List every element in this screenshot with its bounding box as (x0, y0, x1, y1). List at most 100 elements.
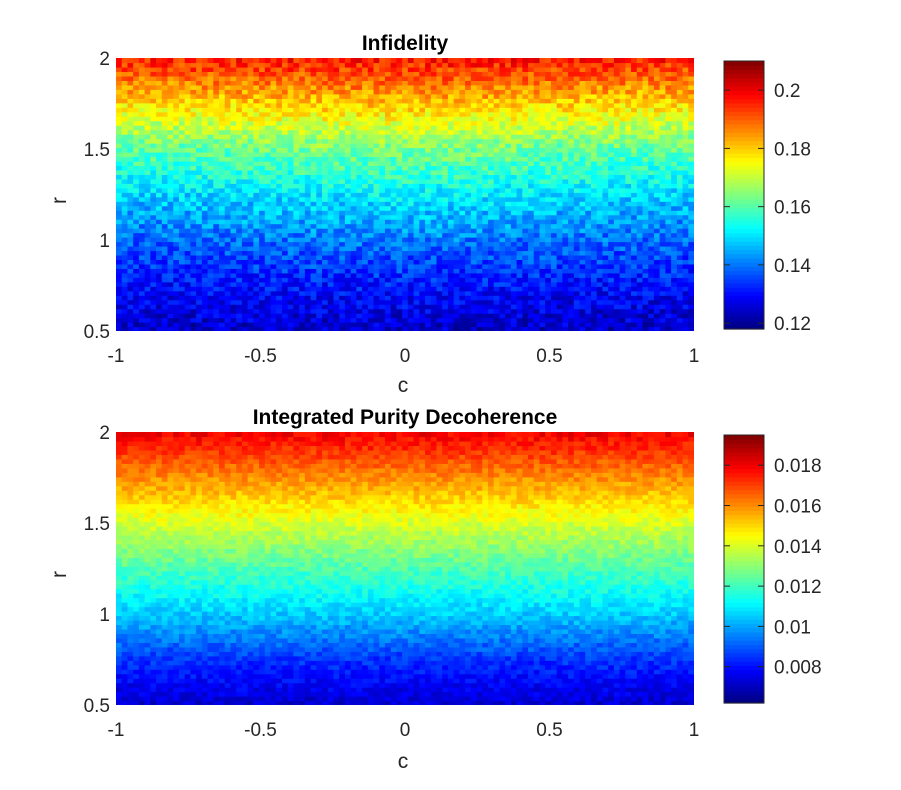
heatmap-cell (384, 147, 392, 153)
heatmap-cell (161, 156, 169, 162)
heatmap-cell (573, 228, 581, 234)
heatmap-cell (316, 143, 323, 149)
heatmap-cell (602, 326, 609, 332)
heatmap-cell (539, 187, 546, 193)
heatmap-cell (459, 272, 466, 278)
heatmap-cell (276, 192, 283, 198)
heatmap-cell (442, 138, 449, 144)
heatmap-cell (631, 183, 638, 189)
heatmap-cell (339, 250, 346, 256)
heatmap-cell (573, 187, 581, 193)
heatmap-cell (150, 313, 157, 319)
heatmap-cell (442, 160, 449, 167)
heatmap-cell (161, 237, 169, 243)
heatmap-cell (402, 111, 409, 117)
heatmap-cell (224, 129, 232, 135)
heatmap-cell (201, 196, 209, 202)
heatmap-cell (316, 151, 323, 158)
heatmap-cell (487, 125, 495, 131)
heatmap-cell (631, 223, 638, 229)
heatmap-cell (516, 304, 523, 310)
heatmap-cell (636, 308, 644, 314)
heatmap-cell (310, 254, 317, 260)
heatmap-cell (579, 272, 586, 278)
heatmap-cell (505, 214, 512, 220)
heatmap-cell (213, 228, 220, 234)
heatmap-cell (648, 138, 655, 144)
heatmap-cell (178, 165, 186, 171)
heatmap-cell (116, 223, 123, 229)
heatmap-cell (350, 228, 357, 234)
heatmap-cell (407, 322, 415, 328)
infidelity-panel: Infidelity-1 -0.5 0 0.5 10.511.52cr0.120.140… (48, 32, 811, 397)
heatmap-cell (402, 317, 409, 323)
heatmap-cell (436, 237, 443, 243)
heatmap-cell (436, 277, 443, 283)
heatmap-cell (407, 214, 415, 220)
heatmap-cell (276, 313, 283, 319)
heatmap-cell (602, 214, 609, 220)
heatmap-cell (499, 313, 506, 319)
heatmap-cell (653, 286, 661, 292)
heatmap-cell (156, 165, 163, 171)
heatmap-cell (659, 241, 666, 247)
heatmap-cell (350, 111, 357, 117)
heatmap-cell (585, 313, 592, 319)
heatmap-cell (367, 147, 375, 153)
heatmap-cell (465, 134, 472, 140)
heatmap-cell (253, 250, 260, 256)
heatmap-cell (676, 174, 684, 180)
heatmap-cell (184, 214, 191, 220)
heatmap-cell (522, 304, 529, 310)
heatmap-cell (562, 187, 569, 193)
heatmap-cell (287, 120, 294, 126)
heatmap-cell (379, 299, 386, 305)
heatmap-cell (190, 125, 197, 131)
heatmap-cell (184, 143, 191, 149)
heatmap-cell (556, 254, 563, 260)
heatmap-cell (505, 143, 512, 149)
heatmap-cell (253, 237, 260, 243)
heatmap-cell (419, 196, 426, 202)
heatmap-cell (487, 326, 495, 332)
heatmap-cell (339, 147, 346, 153)
heatmap-cell (442, 111, 449, 117)
heatmap-cell (276, 143, 283, 149)
heatmap-cell (116, 277, 123, 283)
heatmap-cell (459, 263, 466, 269)
heatmap-cell (516, 263, 523, 269)
heatmap-cell (184, 268, 191, 274)
heatmap-cell (516, 169, 523, 175)
heatmap-cell (316, 187, 323, 193)
heatmap-cell (178, 116, 186, 122)
heatmap-cell (230, 245, 237, 252)
heatmap-cell (259, 129, 266, 135)
heatmap-cell (144, 254, 151, 260)
heatmap-cell (539, 272, 546, 278)
heatmap-cell (545, 223, 552, 229)
heatmap-cell (224, 228, 232, 234)
heatmap-cell (161, 111, 169, 117)
heatmap-cell (688, 196, 695, 202)
heatmap-cell (356, 299, 363, 305)
heatmap-cell (150, 245, 157, 252)
heatmap-cell (470, 286, 478, 292)
heatmap-cell (344, 232, 352, 238)
heatmap-cell (384, 165, 392, 171)
heatmap-cell (333, 111, 340, 117)
heatmap-cell (213, 223, 220, 229)
heatmap-cell (327, 107, 335, 113)
heatmap-cell (625, 196, 632, 202)
heatmap-cell (579, 245, 586, 252)
heatmap-cell (676, 214, 684, 220)
heatmap-cell (253, 313, 260, 319)
heatmap-cell (550, 250, 558, 256)
heatmap-cell (642, 187, 649, 193)
heatmap-cell (299, 160, 306, 167)
heatmap-cell (390, 219, 398, 225)
heatmap-cell (133, 250, 140, 256)
heatmap-cell (665, 250, 672, 256)
heatmap-cell (253, 259, 260, 265)
heatmap-cell (281, 160, 289, 167)
heatmap-cell (133, 160, 140, 167)
